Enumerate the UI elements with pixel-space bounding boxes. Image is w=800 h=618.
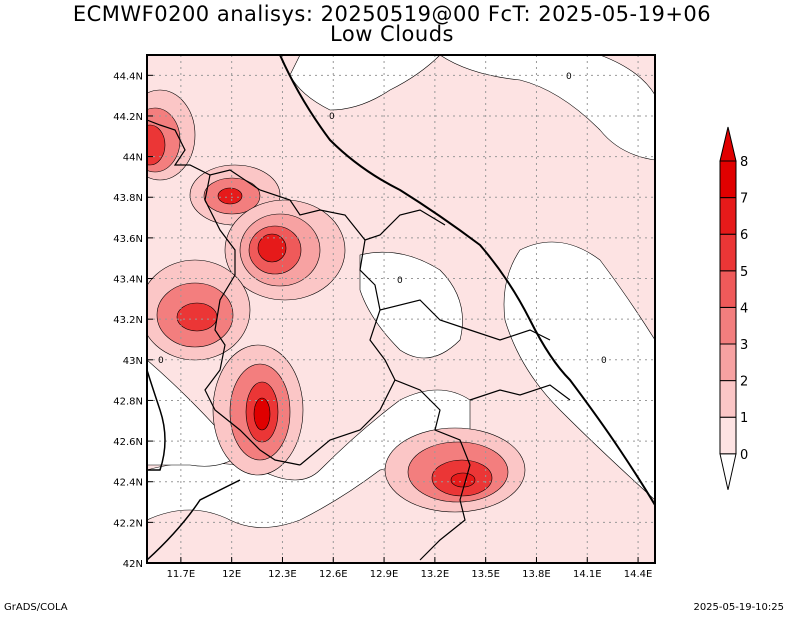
y-tick-label: 44N [123,153,143,164]
border-center [359,239,471,561]
x-tick-label: 13.2E [421,569,450,580]
colorbar-label: 2 [740,375,748,390]
x-tick-label: 12.6E [319,569,348,580]
x-tick-label: 12E [222,569,241,580]
colorbar-label: 0 [740,448,748,463]
colorbar-box [719,380,737,418]
footer-timestamp: 2025-05-19-10:25 [693,602,784,613]
y-tick-label: 44.2N [113,112,143,123]
y-tick-label: 43N [123,356,143,367]
map-boundaries [147,55,655,561]
chart-title: ECMWF0200 analisys: 20250519@00 FcT: 202… [72,2,712,26]
colorbar-box [719,270,737,308]
colorbar-label: 4 [740,301,748,316]
cell-e-l8 [253,397,271,431]
y-tick-label: 42.6N [113,437,143,448]
colorbar-box [719,233,737,272]
footer-software: GrADS/COLA [4,602,68,613]
contour-label: 0 [601,356,607,366]
colorbar-label: 6 [740,228,748,243]
y-tick-label: 43.6N [113,234,143,245]
contour-label: 0 [158,356,164,366]
colorbar: 0 1 2 3 4 5 6 7 8 [719,126,748,490]
border-north [147,119,446,241]
field-zero-n [289,55,441,111]
colorbar-label: 8 [740,155,748,170]
y-tick-label: 42.8N [113,396,143,407]
colorbar-box [719,343,737,382]
y-tick-label: 44.4N [113,71,143,82]
x-tick-label: 12.3E [268,569,297,580]
colorbar-box [719,306,737,345]
x-axis: 11.7E 12E 12.3E 12.6E 12.9E 13.2E 13.5E 13.8E 14… [167,557,653,580]
coastline-sw [147,479,241,561]
y-tick-label: 42.2N [113,518,143,529]
x-tick-label: 12.9E [370,569,399,580]
x-tick-label: 13.8E [522,569,551,580]
adriatic-coastline [279,55,655,506]
y-tick-label: 42.4N [113,478,143,489]
cell-d-l6 [176,302,218,332]
colorbar-label: 5 [740,265,748,280]
colorbar-label: 1 [740,411,748,426]
y-tick-label: 43.4N [113,275,143,286]
colorbar-box [719,197,737,235]
y-tick-label: 42N [123,559,143,570]
colorbar-box [719,416,737,455]
colorbar-label: 7 [740,192,748,207]
contour-label: 0 [397,276,403,286]
field-zero-ne [439,55,655,161]
colorbar-over-triangle [719,126,737,162]
y-tick-label: 43.8N [113,193,143,204]
x-tick-label: 13.5E [471,569,500,580]
map-frame [146,54,656,564]
cell-b-l7 [217,187,243,205]
tyrrhenian-coastline [147,369,166,471]
border-west [204,174,301,466]
colorbar-box [719,160,737,199]
colorbar-label: 3 [740,338,748,353]
border-south [299,379,396,466]
cell-a-l6 [147,124,166,166]
colorbar-under-triangle [719,453,737,490]
y-axis: 44.4N 44.2N 44N 43.8N 43.6N 43.4N 43.2N 43N 42.8… [113,71,153,570]
cell-c-l7 [257,233,287,263]
field-zero-e [503,241,655,501]
border-southeast [469,384,571,401]
y-tick-label: 43.2N [113,315,143,326]
contour-label: 0 [329,112,335,122]
x-tick-label: 14.4E [624,569,653,580]
chart-subtitle: Low Clouds [330,22,454,46]
x-tick-label: 14.1E [573,569,602,580]
x-tick-label: 11.7E [167,569,196,580]
field-zero-s [147,389,471,528]
contour-label: 0 [566,72,572,82]
cloud-field [147,55,655,563]
border-east [379,299,551,341]
cell-f-l7 [450,472,476,488]
contour-labels: 0 0 0 0 0 [158,72,607,366]
